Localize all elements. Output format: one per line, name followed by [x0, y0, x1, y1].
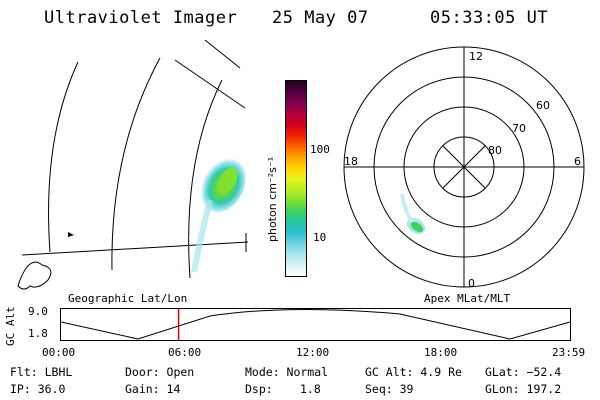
- altitude-curve: [60, 308, 571, 340]
- colorbar-unit-label: photon cm⁻²s⁻¹: [266, 156, 279, 242]
- colorbar: [285, 80, 307, 277]
- glat-info: GLat: −52.4: [485, 365, 562, 379]
- lat-label-70: 70: [512, 122, 526, 135]
- auroral-emission: [191, 156, 246, 273]
- mlt-label-12: 12: [469, 50, 483, 63]
- alt-tick-low: 1.8: [28, 327, 48, 340]
- colorbar-tick-100: 100: [310, 143, 330, 156]
- instrument-title: Ultraviolet Imager: [44, 8, 238, 28]
- filter-info: Flt: LBHL: [10, 365, 73, 379]
- date-label: 25 May 07: [272, 8, 369, 28]
- geographic-map-label: Geographic Lat/Lon: [68, 292, 188, 305]
- map-gridlines: [21, 40, 249, 279]
- time-tick-2359: 23:59: [552, 346, 586, 359]
- gain-info: Gain: 14: [125, 382, 181, 396]
- lat-label-80: 80: [488, 144, 502, 157]
- map-marker: [68, 232, 74, 237]
- mlt-label-0: 0: [468, 277, 475, 290]
- dsp-value: 1.8: [300, 382, 321, 396]
- landmass-outline: [17, 261, 52, 290]
- dsp-label: Dsp:: [245, 382, 273, 396]
- gc-alt-info: GC Alt: 4.9 Re: [365, 365, 462, 379]
- door-info: Door: Open: [125, 365, 195, 379]
- seq-info: Seq: 39: [365, 382, 414, 396]
- alt-tick-high: 9.0: [28, 305, 48, 318]
- mlt-label-6: 6: [574, 155, 581, 168]
- time-tick-1800: 18:00: [424, 346, 458, 359]
- geographic-map: [17, 40, 249, 290]
- polar-plot-label: Apex MLat/MLT: [424, 292, 511, 305]
- time-tick-0000: 00:00: [42, 346, 76, 359]
- mode-info: Mode: Normal: [245, 365, 329, 379]
- altitude-timeline: [60, 308, 571, 341]
- altitude-frame: [60, 308, 571, 341]
- gc-alt-axis-label: GC Alt: [4, 306, 17, 346]
- mlt-label-18: 18: [344, 155, 358, 168]
- time-tick-0600: 06:00: [168, 346, 202, 359]
- polar-plot: 12 18 6 0 60 70 80: [343, 46, 585, 290]
- colorbar-tick-10: 10: [313, 231, 327, 244]
- time-tick-1200: 12:00: [296, 346, 330, 359]
- time-label: 05:33:05 UT: [430, 8, 549, 28]
- glon-info: GLon: 197.2: [485, 382, 562, 396]
- polar-auroral-emission: [400, 193, 426, 235]
- ip-info: IP: 36.0: [10, 382, 66, 396]
- lat-label-60: 60: [536, 99, 550, 112]
- polar-grid: [343, 46, 585, 288]
